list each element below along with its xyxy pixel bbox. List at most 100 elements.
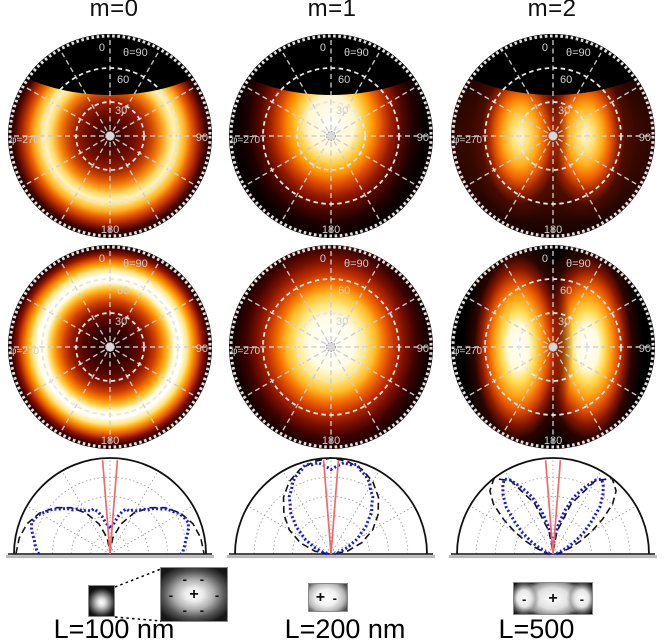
antenna-inset-m1: + - [308,583,348,612]
grid-spoke [466,296,549,345]
grid-center-dot [548,342,558,352]
grid-angle-label: 180 [101,435,119,447]
grid-angle-label: 30 [336,105,348,117]
grid-center-dot [326,342,336,352]
polar-grid-radial [469,505,554,555]
grid-spoke [114,349,197,398]
connector-top [114,568,162,588]
grid-ring [518,312,588,382]
experiment-curve [29,506,191,555]
grid-spoke [466,138,549,187]
grid-center-dot [326,131,336,141]
grid-ring [75,312,145,382]
grid-angle-label: 30 [115,316,127,328]
outer-arc [13,457,207,555]
grid-spoke [280,49,329,132]
grid-spoke [59,351,108,434]
grid-angle-label: 90 [639,343,651,355]
grid-angle-label: 90 [417,343,429,355]
antenna-inset-m2: - + - [513,582,593,615]
grid-spoke [502,49,551,132]
farfield-plot-m0 [6,457,214,559]
polar-grid-overlay: 0 θ=90 60 30 90 φ=270 180 [229,34,433,238]
grid-spoke [23,85,106,134]
antenna-inset-m0-zoom: - - - + - - - [160,567,228,622]
grid-angle-label: 90 [196,343,208,355]
polar-grid-radial [552,505,637,555]
grid-angle-label: 30 [558,316,570,328]
grid-spoke [555,140,604,223]
grid-angle-label: θ=90 [344,258,369,270]
grid-angle-label: 30 [558,105,570,117]
grid-angle-label: 180 [322,435,340,447]
grid-spoke [59,260,108,343]
grid-ring [262,67,400,205]
grid-spoke [333,49,382,132]
grid-angle-label: 0 [320,253,326,265]
grid-spoke [114,296,197,345]
grid-spoke [112,351,161,434]
polar-grid-radial [61,470,111,555]
grid-ring [484,67,622,205]
fourier-image-exp-m1: 0 θ=90 60 30 90 φ=270 180 [229,34,433,238]
grid-ring [484,278,622,416]
grid-spoke [112,49,161,132]
grid-angle-label: 0 [99,253,105,265]
grid-angle-label: 60 [117,285,129,297]
fourier-image-exp-m0: 0 θ=90 60 30 90 φ=270 180 [8,34,212,238]
grid-angle-label: φ=270 [10,346,39,357]
grid-angle-label: 30 [336,316,348,328]
connector-bottom [114,616,162,622]
grid-angle-label: θ=90 [123,258,148,270]
grid-spoke [555,260,604,343]
charge-sign: - [168,587,174,602]
charge-sign: - [199,571,205,587]
grid-spoke [114,138,197,187]
experiment-curve [287,461,375,556]
charge-sign: + [189,585,199,603]
grid-angle-label: 90 [417,132,429,144]
grid-angle-label: 60 [560,74,572,86]
grid-spoke [280,260,329,343]
charge-sign: - [521,591,527,607]
grid-angle-label: 180 [544,224,562,236]
grid-angle-label: 60 [117,74,129,86]
grid-center-dot [105,342,115,352]
zoom-connector-lines [114,568,162,622]
grid-angle-label: θ=90 [123,47,148,59]
narrow-beam-line [322,460,332,555]
grid-ring [518,101,588,171]
grid-spoke [557,296,640,345]
grid-angle-label: 60 [560,285,572,297]
fourier-image-sim-m0: 0 θ=90 60 30 90 φ=270 180 [8,245,212,449]
grid-spoke [557,349,640,398]
charge-sign: - [579,591,585,607]
grid-ring [296,312,366,382]
polar-grid-overlay: 0 θ=90 60 30 90 φ=270 180 [451,34,655,238]
column-title-m1: m=1 [307,0,357,22]
grid-angle-label: 0 [542,253,548,265]
charge-sign: + [548,589,558,607]
grid-rim [451,34,655,238]
charge-sign: - [199,602,205,618]
fourier-image-sim-m2: 0 θ=90 60 30 90 φ=270 180 [451,245,655,449]
polar-grid-radial [552,470,602,555]
grid-spoke [555,49,604,132]
grid-spoke [333,351,382,434]
grid-angle-label: θ=90 [566,47,591,59]
charge-sign: - [332,590,337,605]
fourier-image-exp-m2: 0 θ=90 60 30 90 φ=270 180 [451,34,655,238]
grid-angle-label: 90 [196,132,208,144]
farfield-plot-m2 [449,457,657,559]
grid-spoke [112,260,161,343]
length-label-100nm: L=100 nm [53,614,175,644]
polar-grid-ring [90,534,130,555]
polar-grid-overlay: 0 θ=90 60 30 90 φ=270 180 [451,245,655,449]
grid-spoke [466,85,549,134]
grid-spoke [244,138,327,187]
column-title-m2: m=2 [527,0,577,22]
grid-center-dot [105,131,115,141]
grid-center-dot [548,131,558,141]
grid-spoke [335,296,418,345]
grid-spoke [335,138,418,187]
